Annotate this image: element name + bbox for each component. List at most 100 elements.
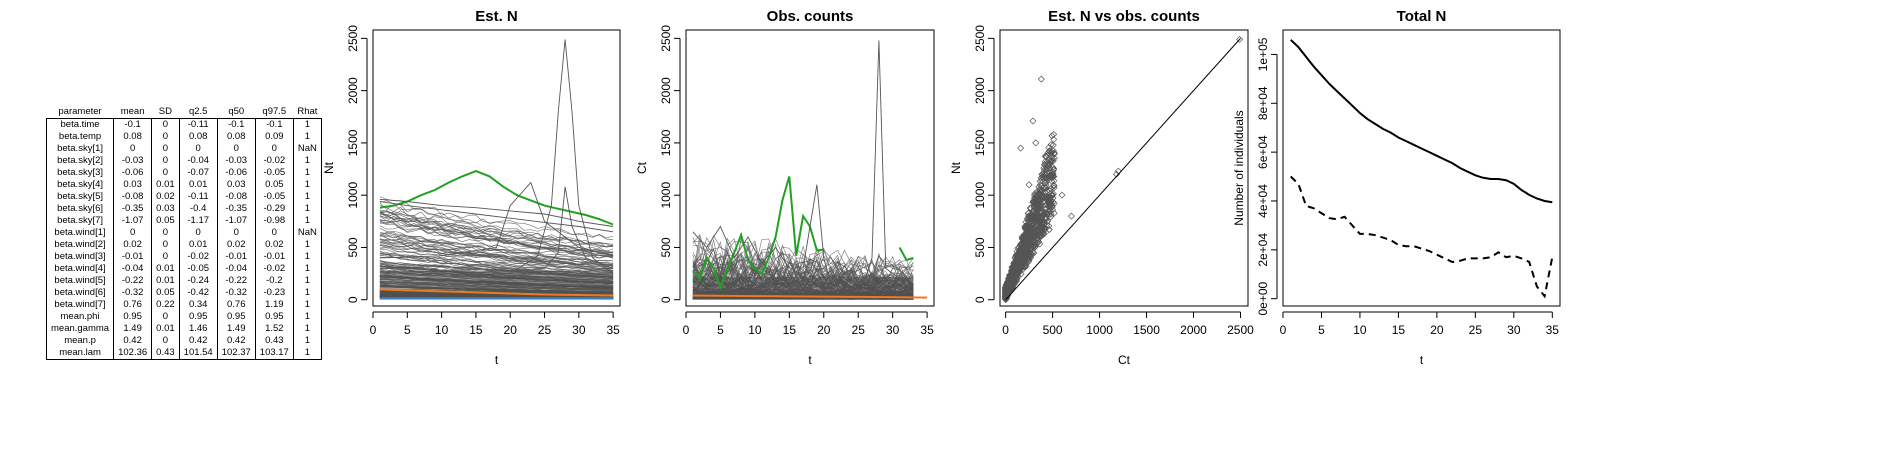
scatter-point xyxy=(1047,141,1055,149)
x-tick-label: 35 xyxy=(920,323,934,337)
scatter-point xyxy=(1042,174,1050,182)
lines-group xyxy=(379,39,614,300)
table-body: beta.time -0.1 0 -0.11 -0.1 -0.1 1 beta.temp 0.0… xyxy=(45,118,322,360)
table-cell: 1 xyxy=(292,263,322,275)
x-tick-label: 1500 xyxy=(1133,323,1160,337)
plot-frame xyxy=(1282,29,1561,307)
scatter-point xyxy=(1006,277,1014,285)
scatter-point xyxy=(1035,218,1043,226)
y-axis-label: Ct xyxy=(635,161,649,174)
table-row: beta.sky[4] 0.03 0.01 0.01 0.03 0.05 1 xyxy=(45,179,322,191)
scatter-point xyxy=(1040,220,1048,228)
scatter-point xyxy=(1037,231,1045,239)
table-row: beta.wind[7] 0.76 0.22 0.34 0.76 1.19 1 xyxy=(45,299,322,311)
y-axis: 0 500 1000 1500 2000 2500 xyxy=(973,25,995,303)
chart-title: Est. N xyxy=(475,8,518,25)
table-cell: 1 xyxy=(292,299,322,311)
y-tick-label: 500 xyxy=(973,237,987,257)
scatter-point xyxy=(1058,191,1066,199)
table-row: beta.sky[1] 0 0 0 0 0 NaN xyxy=(45,143,322,155)
plot-frame xyxy=(685,29,935,307)
site-line xyxy=(379,211,614,247)
table-row: mean.lam 102.36 0.43 101.54 102.37 103.17 1 xyxy=(45,347,322,360)
column-header-q50: q50 xyxy=(228,106,245,117)
series-line-solid xyxy=(1290,39,1553,204)
site-line xyxy=(379,211,614,256)
scatter-point xyxy=(1049,198,1057,206)
scatter-point xyxy=(1032,139,1040,147)
chart-title: Est. N vs obs. counts xyxy=(1048,8,1200,25)
scatter-point xyxy=(1026,227,1034,235)
table-cell: 1 xyxy=(292,179,322,191)
table-cell: 1 xyxy=(292,275,322,287)
y-axis-label: Number of individuals xyxy=(1232,110,1246,225)
scatter-point xyxy=(1023,223,1031,231)
y-tick-label: 1500 xyxy=(346,129,360,156)
x-axis-label: t xyxy=(1420,353,1424,367)
scatter-point xyxy=(1042,213,1050,221)
x-tick-label: 0 xyxy=(683,323,690,337)
scatter-point xyxy=(1037,200,1045,208)
scatter-point xyxy=(1017,240,1025,248)
table-cell: 102.36 xyxy=(113,347,153,360)
y-tick-label: 0e+00 xyxy=(1256,281,1270,315)
y-tick-label: 500 xyxy=(659,237,673,257)
scatter-point xyxy=(1043,196,1051,204)
scatter-point xyxy=(1041,158,1049,166)
scatter-point xyxy=(1037,75,1045,83)
scatter-point xyxy=(1018,233,1026,241)
site-line xyxy=(379,204,614,248)
scatter-point xyxy=(1044,162,1052,170)
scatter-point xyxy=(1016,261,1024,269)
column-header-sd: SD xyxy=(158,106,172,117)
series-line-sites xyxy=(379,201,614,233)
scatter-point xyxy=(1049,172,1057,180)
scatter-point xyxy=(1025,181,1033,189)
table-cell: -0.08 xyxy=(113,191,153,203)
scatter-point xyxy=(1047,200,1055,208)
scatter-point xyxy=(1033,201,1041,209)
series-line-sites xyxy=(379,39,614,275)
y-axis: 0e+00 2e+04 4e+04 6e+04 8e+04 1e+05 xyxy=(1256,37,1278,316)
dense-band xyxy=(692,276,914,300)
table-cell: -0.03 xyxy=(113,155,153,167)
scatter-point xyxy=(1020,245,1028,253)
table-cell: 1 xyxy=(292,155,322,167)
x-tick-label: 2000 xyxy=(1180,323,1207,337)
series-line-sites xyxy=(802,184,845,286)
scatter-point xyxy=(1030,216,1038,224)
series-line-sites xyxy=(379,181,614,259)
table-row: beta.time -0.1 0 -0.11 -0.1 -0.1 1 xyxy=(45,118,322,131)
x-axis-label: t xyxy=(808,353,812,367)
site-line xyxy=(379,225,614,254)
scatter-point xyxy=(1042,184,1050,192)
scatter-point xyxy=(1047,185,1055,193)
scatter-point xyxy=(1022,232,1030,240)
scatter-point xyxy=(1050,182,1058,190)
scatter-point xyxy=(1029,238,1037,246)
scatter-point xyxy=(1041,224,1049,232)
chart-est-vs-obs: Est. N vs obs. counts 0 500 1000 1500 2000 250… xyxy=(949,8,1254,367)
y-tick-label: 1000 xyxy=(346,182,360,209)
x-tick-label: 500 xyxy=(1043,323,1063,337)
plot-frame xyxy=(372,29,621,307)
x-axis: 0 5 10 15 20 25 30 35 xyxy=(370,311,620,337)
table-row: beta.wind[1] 0 0 0 0 0 NaN xyxy=(45,227,322,239)
column-header-parameter: parameter xyxy=(58,106,102,117)
scatter-point xyxy=(1045,226,1053,234)
table-row: mean.phi 0.95 0 0.95 0.95 0.95 1 xyxy=(45,311,322,323)
site-line xyxy=(379,234,614,270)
scatter-point xyxy=(1049,170,1057,178)
plot-frame xyxy=(999,29,1249,307)
table-row: beta.wind[6] -0.32 0.05 -0.42 -0.32 -0.23 1 xyxy=(45,287,322,299)
scatter-point xyxy=(1236,35,1244,43)
table-cell: 1 xyxy=(292,335,322,347)
scatter-point xyxy=(1043,158,1051,166)
x-tick-label: 10 xyxy=(1353,323,1367,337)
site-line xyxy=(379,228,614,267)
scatter-point xyxy=(1032,213,1040,221)
identity-line xyxy=(1005,38,1241,301)
scatter-point xyxy=(1028,210,1036,218)
scatter-point xyxy=(1035,192,1043,200)
